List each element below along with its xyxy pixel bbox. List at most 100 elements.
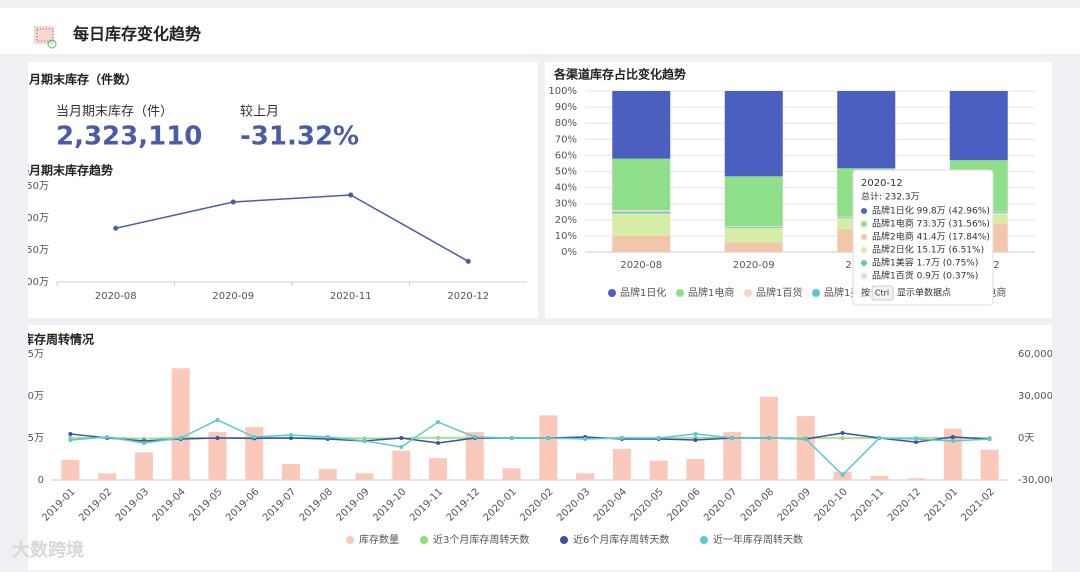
tooltip-dot	[861, 247, 867, 253]
bar-segment	[612, 91, 671, 159]
bar	[980, 449, 999, 480]
y-tick-label: 70%	[555, 134, 577, 145]
page-title: 每日库存变化趋势	[73, 25, 201, 44]
x-tick-label: 2020-11	[330, 291, 372, 302]
bar-segment	[612, 213, 671, 236]
bar	[61, 459, 80, 480]
tooltip-hint: 显示单数据点	[897, 287, 951, 299]
point	[325, 435, 330, 440]
x-tick-label: 2020-12	[447, 291, 489, 302]
legend-label: 品牌1日化	[620, 286, 666, 299]
key-badge	[871, 285, 894, 301]
point	[436, 441, 441, 446]
point	[289, 436, 293, 440]
bar	[907, 478, 926, 480]
kpi-value: 2,323,110	[56, 122, 202, 152]
tooltip-hint: Ctrl	[875, 289, 889, 298]
point	[230, 199, 236, 205]
bar-segment	[612, 211, 671, 214]
kpi-label: 较上月	[240, 105, 279, 120]
tooltip-item: 品牌1美容 1.7万 (0.75%)	[872, 257, 978, 269]
legend-swatch	[676, 289, 684, 297]
point	[546, 436, 551, 440]
point	[68, 431, 73, 436]
legend-swatch	[420, 536, 428, 544]
point	[840, 436, 845, 440]
point	[105, 435, 110, 440]
header-bar	[0, 8, 1080, 54]
tooltip-item: 品牌2日化 15.1万 (6.51%)	[872, 244, 984, 256]
point	[950, 435, 955, 440]
point	[399, 436, 404, 440]
bar	[245, 427, 264, 480]
point	[803, 436, 808, 441]
bar	[392, 450, 411, 480]
bar	[686, 459, 705, 480]
y-tick-label: 100%	[548, 86, 577, 97]
tooltip-hint: 按	[861, 287, 870, 299]
bar	[723, 432, 742, 480]
bar	[208, 432, 227, 480]
legend-label: 品牌1电商	[688, 286, 734, 299]
y-tick-label: 350万	[20, 181, 49, 192]
point	[289, 433, 293, 438]
y-tick-label: 200万	[20, 277, 49, 288]
tooltip-dot	[861, 260, 867, 266]
point	[840, 472, 845, 477]
tooltip-dot	[861, 208, 867, 214]
bar-segment	[612, 210, 671, 212]
bar-segment	[724, 91, 783, 177]
bar	[134, 452, 153, 480]
kpi-panel: 当月期末库存（件数） 当月期末库存（件） 2,323,110 较上月 -31.3…	[20, 72, 527, 302]
point	[362, 438, 367, 443]
y-tick-label: 20%	[555, 215, 577, 226]
point	[472, 435, 477, 440]
legend-swatch	[744, 289, 752, 297]
point	[656, 436, 661, 440]
y-tick-label: 50%	[555, 167, 577, 178]
point	[877, 436, 882, 440]
bar-segment	[612, 158, 671, 211]
x-tick-label: 2020-08	[95, 291, 137, 302]
y-tick-label: 80%	[555, 118, 577, 129]
bar	[649, 460, 668, 480]
bar	[796, 416, 815, 480]
y2-tick-label: 0天	[1018, 433, 1034, 444]
tooltip-dot	[861, 234, 867, 240]
point	[914, 440, 919, 445]
y-tick-label: 90%	[555, 102, 577, 113]
bar-segment	[724, 242, 783, 252]
point	[509, 436, 514, 440]
legend-swatch	[700, 536, 708, 544]
point	[840, 430, 845, 435]
bar-segment	[837, 91, 896, 169]
legend-swatch	[608, 289, 616, 297]
tooltip-item: 品牌1日化 99.8万 (42.96%)	[872, 205, 990, 217]
point	[178, 436, 183, 440]
line	[115, 194, 469, 262]
tooltip-total: 总计: 232.3万	[861, 191, 920, 203]
legend-swatch	[560, 536, 568, 544]
point	[215, 417, 220, 422]
y-tick-label: 10%	[555, 231, 577, 242]
line	[70, 419, 990, 477]
y-tick-label: 30%	[555, 199, 577, 210]
x-tick-label: 2020-09	[733, 260, 775, 271]
point	[914, 436, 919, 441]
bar	[171, 368, 190, 480]
point	[693, 431, 698, 436]
bar	[465, 432, 484, 480]
point	[693, 437, 698, 442]
watermark: 大数跨境	[12, 539, 84, 561]
point	[730, 436, 735, 440]
y2-tick-label: -30,000	[1018, 475, 1057, 486]
legend-swatch	[812, 289, 820, 297]
x-tick-label: 2020-09	[212, 291, 254, 302]
y2-tick-label: 60,000天	[1018, 349, 1063, 360]
kpi-label: 当月期末库存（件）	[56, 104, 173, 120]
tooltip-item: 品牌1电商 73.3万 (31.56%)	[872, 218, 990, 230]
point	[215, 436, 220, 440]
y-tick-label: 60%	[555, 150, 577, 161]
tooltip-dot	[861, 273, 867, 279]
